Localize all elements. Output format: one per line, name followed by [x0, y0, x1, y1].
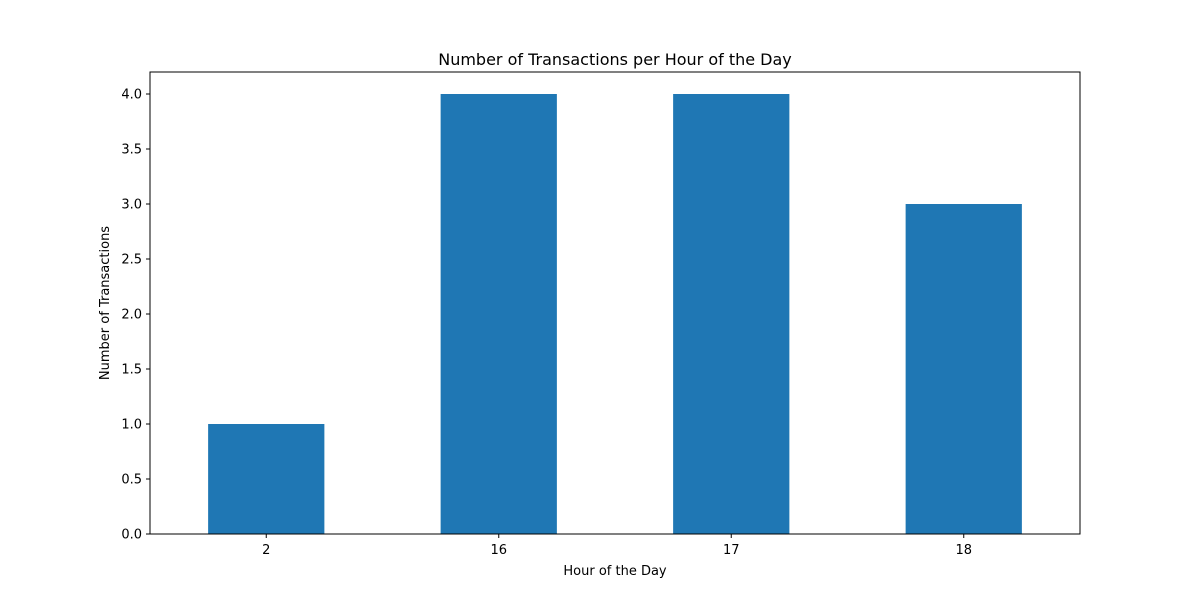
bars-layer [208, 94, 1022, 534]
y-tick-label: 3.5 [121, 143, 142, 158]
chart-title: Number of Transactions per Hour of the D… [438, 50, 792, 69]
x-axis-label: Hour of the Day [563, 564, 667, 579]
bar-2 [208, 424, 325, 534]
x-tick-label: 17 [723, 543, 740, 558]
y-tick-label: 3.0 [121, 198, 142, 213]
y-axis-label: Number of Transactions [98, 226, 113, 380]
x-tick-label: 2 [262, 543, 270, 558]
x-axis-ticks: 2 16 17 18 [262, 534, 972, 558]
y-tick-label: 2.5 [121, 253, 142, 268]
x-tick-label: 16 [490, 543, 507, 558]
y-tick-label: 2.0 [121, 308, 142, 323]
bar-17 [673, 94, 790, 534]
bar-18 [905, 204, 1022, 534]
y-tick-label: 1.0 [121, 418, 142, 433]
plot-frame [149, 71, 1081, 535]
bar-16 [440, 94, 557, 534]
y-tick-label: 0.5 [121, 473, 142, 488]
y-axis-ticks: 0.0 0.5 1.0 1.5 2.0 2.5 3.0 3.5 4.0 [121, 88, 150, 543]
y-tick-label: 0.0 [121, 528, 142, 543]
y-tick-label: 1.5 [121, 363, 142, 378]
y-tick-label: 4.0 [121, 88, 142, 103]
x-tick-label: 18 [955, 543, 972, 558]
